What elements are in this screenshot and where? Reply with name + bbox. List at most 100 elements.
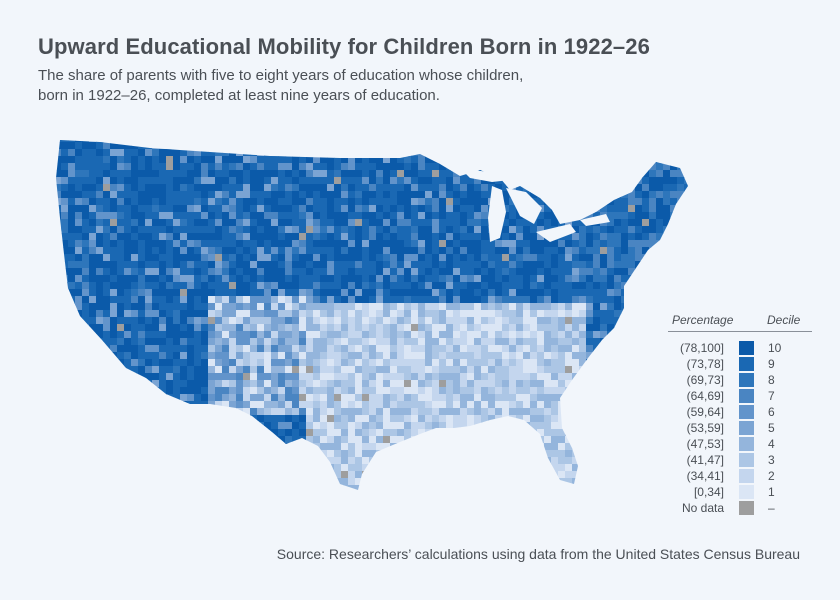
- county-cell: [362, 429, 370, 437]
- county-cell: [194, 429, 202, 437]
- county-cell: [278, 478, 286, 486]
- county-cell: [530, 140, 538, 143]
- county-cell: [264, 128, 271, 135]
- county-cell: [530, 443, 538, 451]
- county-cell: [201, 478, 209, 486]
- county-cell: [299, 296, 307, 304]
- county-cell: [383, 268, 391, 276]
- county-cell: [82, 359, 90, 367]
- county-cell: [208, 205, 216, 213]
- county-cell: [236, 359, 244, 367]
- county-cell: [285, 247, 293, 255]
- county-cell: [138, 140, 146, 143]
- county-cell: [446, 373, 454, 381]
- county-cell: [607, 170, 615, 178]
- county-cell: [201, 380, 209, 388]
- county-cell: [271, 303, 279, 311]
- county-cell: [285, 140, 293, 143]
- county-cell: [481, 457, 489, 465]
- county-cell: [383, 163, 391, 171]
- county-cell: [523, 296, 531, 304]
- county-cell: [68, 485, 76, 490]
- county-cell: [369, 205, 377, 213]
- county-cell: [68, 408, 76, 416]
- county-cell: [418, 170, 426, 178]
- county-cell: [558, 163, 566, 171]
- county-cell: [299, 268, 307, 276]
- county-cell: [89, 345, 97, 353]
- county-cell: [453, 142, 461, 150]
- county-cell: [446, 499, 453, 506]
- county-cell: [334, 212, 342, 220]
- county-cell: [397, 457, 405, 465]
- county-cell: [474, 205, 482, 213]
- county-cell: [306, 205, 314, 213]
- county-cell: [635, 233, 643, 241]
- county-cell: [446, 275, 454, 283]
- county-cell: [614, 254, 622, 262]
- county-cell: [215, 464, 223, 472]
- county-cell: [607, 156, 615, 164]
- county-cell: [159, 373, 167, 381]
- county-cell: [47, 303, 54, 310]
- county-cell: [201, 212, 209, 220]
- county-cell: [285, 387, 293, 395]
- county-cell: [544, 394, 552, 402]
- county-cell: [117, 184, 125, 192]
- county-cell: [131, 268, 139, 276]
- county-cell: [460, 219, 468, 227]
- county-cell: [348, 142, 356, 150]
- county-cell: [481, 303, 489, 311]
- county-cell: [292, 345, 300, 353]
- county-cell: [404, 233, 412, 241]
- county-cell: [642, 163, 650, 171]
- county-cell: [453, 478, 461, 486]
- county-cell: [537, 401, 545, 409]
- county-cell: [236, 282, 244, 290]
- county-cell: [222, 464, 230, 472]
- county-cell: [397, 191, 405, 199]
- county-cell: [418, 499, 425, 506]
- county-cell: [348, 247, 356, 255]
- county-cell: [565, 485, 573, 490]
- county-cell: [565, 142, 573, 150]
- county-cell: [320, 163, 328, 171]
- county-cell: [600, 345, 608, 353]
- county-cell: [502, 289, 510, 297]
- county-cell: [271, 240, 279, 248]
- county-cell: [614, 233, 622, 241]
- county-cell: [502, 163, 510, 171]
- county-cell: [355, 128, 362, 135]
- county-cell: [362, 401, 370, 409]
- county-cell: [404, 415, 412, 423]
- county-cell: [56, 219, 62, 227]
- county-cell: [271, 359, 279, 367]
- county-cell: [257, 170, 265, 178]
- county-cell: [614, 492, 621, 499]
- county-cell: [579, 478, 587, 486]
- county-cell: [579, 303, 587, 311]
- county-cell: [509, 422, 517, 430]
- county-cell: [236, 140, 244, 143]
- county-cell: [446, 450, 454, 458]
- county-cell: [334, 324, 342, 332]
- county-cell: [173, 303, 181, 311]
- county-cell: [544, 128, 551, 135]
- county-cell: [607, 471, 615, 479]
- county-cell: [201, 450, 209, 458]
- county-cell: [166, 443, 174, 451]
- county-cell: [159, 429, 167, 437]
- county-cell: [432, 142, 440, 150]
- county-cell: [509, 324, 517, 332]
- county-cell: [516, 450, 524, 458]
- county-cell: [138, 142, 146, 150]
- county-cell: [376, 317, 384, 325]
- county-cell: [642, 478, 650, 486]
- county-cell: [635, 198, 643, 206]
- county-cell: [509, 429, 517, 437]
- county-cell: [614, 401, 622, 409]
- county-cell: [523, 310, 531, 318]
- county-cell: [355, 408, 363, 416]
- county-cell: [173, 296, 181, 304]
- county-cell: [642, 310, 650, 318]
